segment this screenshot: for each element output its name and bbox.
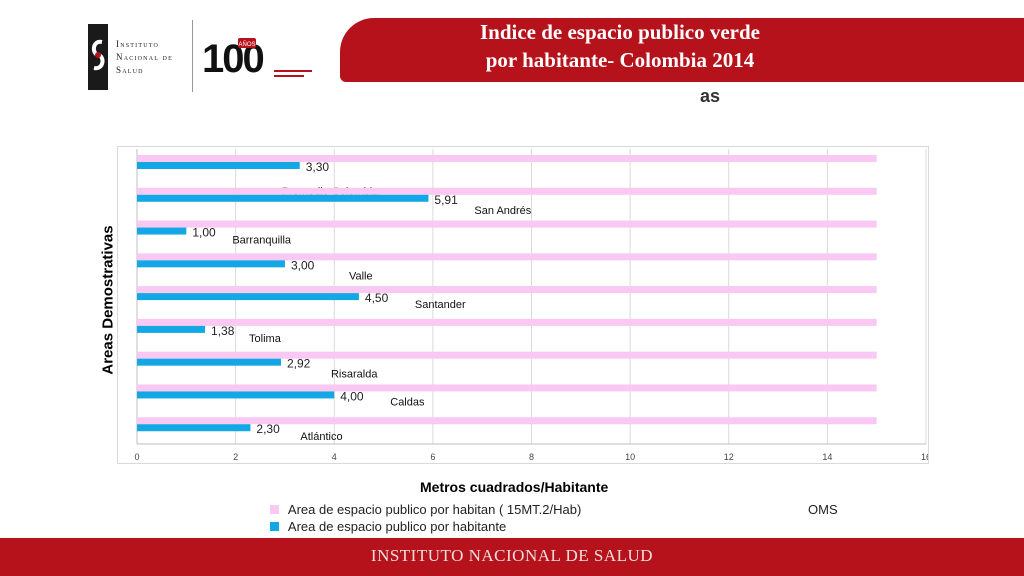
legend-swatch-oms [270,505,279,515]
category-label: Risaralda [331,369,378,381]
bar-habitante [137,391,335,399]
x-axis-label: Metros cuadrados/Habitante [420,479,609,495]
legend-swatch-habitante [270,522,279,532]
x-tick-label: 14 [822,452,832,462]
data-label: 5,91 [434,193,458,207]
ins-line-2: Nacional de [116,52,173,62]
data-label: 2,30 [256,422,280,436]
page-title-line-1: Indice de espacio publico verde [479,20,760,44]
anniversary-badge: AÑOS [238,41,255,48]
data-label: 1,00 [192,226,216,240]
x-tick-label: 4 [332,452,337,462]
data-label: 3,00 [291,258,315,272]
x-tick-label: 2 [233,452,238,462]
bar-oms [137,155,877,162]
bar-oms [137,187,877,195]
stray-title-fragment: as [700,86,721,106]
logo-divider [192,20,193,92]
category-label: Caldas [390,396,425,408]
x-tick-label: 10 [625,452,635,462]
category-label: Santander [415,299,466,311]
bar-oms [137,253,877,261]
footer-bar: INSTITUTO NACIONAL DE SALUD [0,538,1024,576]
bar-habitante [137,358,281,366]
page-title-line-2: por habitante- Colombia 2014 [485,48,755,72]
legend-label-oms: Area de espacio publico por habitan ( 15… [287,502,582,517]
data-label: 1,38 [211,324,235,338]
bar-habitante [137,227,187,235]
bar-chart: 02468101214163,30Promedio Colombia5,91Sa… [134,149,928,462]
x-tick-label: 6 [430,452,435,462]
ins-line-1: Instituto [116,39,160,49]
legend-note-oms: OMS [808,502,838,517]
data-label: 2,92 [287,357,311,371]
category-label: Atlántico [300,431,342,443]
bar-habitante [137,194,429,202]
x-tick-label: 12 [724,452,734,462]
category-label: San Andrés [474,205,531,217]
footer-text: INSTITUTO NACIONAL DE SALUD [370,546,654,565]
category-label: Valle [349,270,373,282]
x-tick-label: 0 [134,452,139,462]
bar-oms [137,286,877,294]
bar-habitante [137,325,206,333]
bar-habitante [137,162,300,169]
ins-line-3: Salud [116,65,144,75]
data-label: 4,00 [340,389,364,403]
ins-logo: Instituto Nacional de Salud 100 AÑOS [84,18,324,94]
x-tick-label: 16 [921,452,928,462]
bar-oms [137,318,877,326]
data-label: 3,30 [306,160,330,174]
chart-legend: Area de espacio publico por habitan ( 15… [270,501,890,535]
x-tick-label: 8 [529,452,534,462]
bar-habitante [137,260,285,268]
category-label: Barranquilla [232,235,292,247]
bar-oms [137,351,877,359]
category-label: Tolima [249,333,282,345]
bar-oms [137,417,877,425]
y-axis-label: Areas Demostrativas [99,225,117,375]
bar-habitante [137,293,359,301]
chart-area: 02468101214163,30Promedio Colombia5,91Sa… [117,146,929,464]
ins-wordmark: Instituto Nacional de Salud [116,38,173,77]
legend-item-oms: Area de espacio publico por habitan ( 15… [270,501,890,518]
data-label: 4,50 [365,291,389,305]
legend-item-habitante: Area de espacio publico por habitante [270,518,890,535]
title-banner [340,18,1024,82]
anniversary-logo: 100 AÑOS [202,37,312,81]
bar-oms [137,220,877,228]
ins-emblem-icon [88,24,108,90]
page-title: Indice de espacio publico verde por habi… [360,18,880,74]
bar-oms [137,384,877,392]
bar-habitante [137,424,251,432]
legend-label-habitante: Area de espacio publico por habitante [287,519,507,534]
